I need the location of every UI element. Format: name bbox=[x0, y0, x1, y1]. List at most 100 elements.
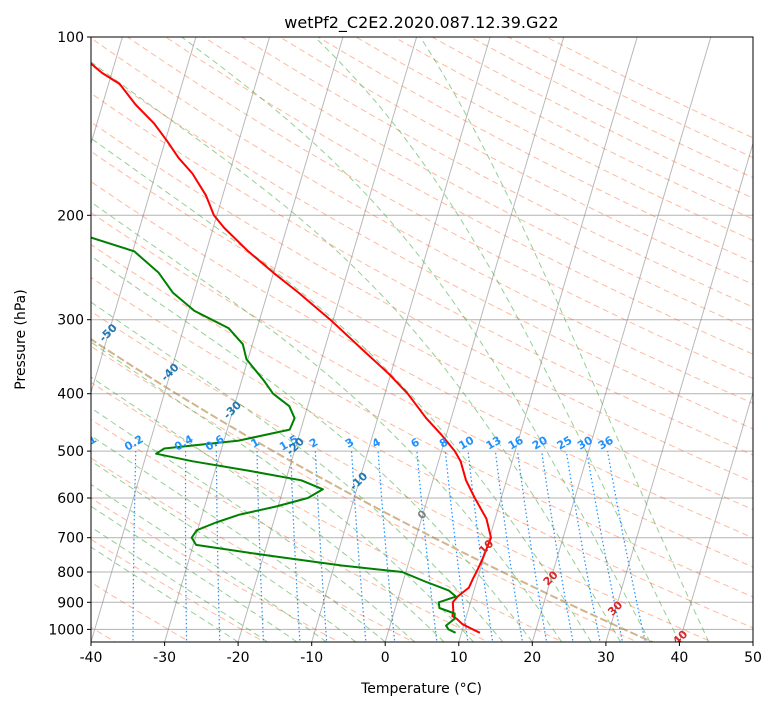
x-tick-label: -10 bbox=[300, 650, 323, 666]
dry-adiabat bbox=[91, 581, 191, 642]
mixing-ratio-label: 16 bbox=[506, 433, 526, 452]
isotherm-line bbox=[384, 37, 565, 642]
mixing-ratio-label: 0.2 bbox=[122, 433, 145, 454]
moist-adiabat bbox=[91, 546, 239, 642]
x-tick-label: 50 bbox=[744, 650, 762, 666]
dry-adiabat bbox=[469, 37, 753, 179]
moist-adiabat bbox=[181, 37, 651, 642]
x-axis: -40 -30 -20 -10 0 10 20 30 40 50 bbox=[80, 642, 762, 666]
isotherm-line bbox=[91, 37, 270, 642]
y-tick-label: 500 bbox=[57, 444, 84, 460]
isotherm-line bbox=[237, 37, 418, 642]
x-tick-label: -30 bbox=[153, 650, 176, 666]
trace-layer bbox=[91, 62, 492, 634]
isotherm-line bbox=[752, 640, 753, 642]
mixing-ratio-label: 4 bbox=[370, 435, 383, 450]
x-tick-label: 0 bbox=[381, 650, 390, 666]
mixing-ratio-line bbox=[256, 451, 265, 642]
mixing-ratio-line bbox=[184, 451, 188, 642]
dry-adiabat bbox=[91, 212, 753, 568]
mixing-ratio-line bbox=[516, 451, 548, 642]
plot-frame bbox=[90, 36, 754, 643]
x-tick-label: -40 bbox=[80, 650, 103, 666]
dry-adiabat bbox=[546, 37, 753, 139]
mixing-ratio-label: 6 bbox=[409, 435, 422, 450]
isotherm-line bbox=[311, 37, 491, 642]
isotherm-line bbox=[678, 390, 753, 642]
mixing-ratio-line bbox=[586, 451, 624, 642]
isotherm-label: -50 bbox=[97, 321, 120, 344]
dry-adiabat bbox=[91, 121, 753, 483]
x-tick-label: -20 bbox=[227, 650, 250, 666]
isotherm-label: 0 bbox=[415, 507, 430, 522]
mixing-ratio-line bbox=[444, 451, 469, 642]
y-tick-label: 700 bbox=[57, 531, 84, 547]
y-tick-label: 100 bbox=[57, 30, 84, 46]
isotherm-line bbox=[531, 37, 712, 642]
mixing-ratio-label: 36 bbox=[596, 433, 616, 452]
dry-adiabat bbox=[203, 37, 753, 331]
mixing-ratio-label: 20 bbox=[530, 433, 550, 452]
grid bbox=[91, 36, 753, 630]
moist-adiabat bbox=[419, 37, 710, 642]
dry-adiabat bbox=[91, 276, 753, 629]
dry-adiabat bbox=[127, 37, 753, 380]
dry-adiabat bbox=[355, 37, 753, 241]
x-tick-label: 10 bbox=[450, 650, 468, 666]
dry-adiabat bbox=[241, 37, 753, 308]
isotherm-label: 20 bbox=[541, 568, 561, 588]
isotherm-line bbox=[91, 37, 123, 146]
isotherm-label: 30 bbox=[605, 598, 625, 618]
mixing-ratio-line bbox=[83, 451, 89, 644]
dry-adiabat bbox=[91, 64, 753, 430]
moist-adiabat bbox=[91, 505, 298, 642]
isotherm-label: 10 bbox=[476, 537, 496, 557]
mixing-ratio-label: 25 bbox=[555, 434, 575, 453]
x-axis-label: Temperature (°C) bbox=[360, 681, 482, 697]
mixing-ratio-line bbox=[132, 451, 137, 642]
y-tick-label: 1000 bbox=[48, 622, 84, 638]
dewpoint-profile bbox=[91, 236, 457, 634]
isotherm-line bbox=[91, 37, 197, 395]
mixing-ratio-label: 2 bbox=[307, 436, 320, 451]
dry-adiabat bbox=[317, 37, 753, 263]
dry-adiabat bbox=[507, 37, 753, 159]
dry-adiabat bbox=[91, 497, 340, 642]
mixing-ratio-label: 0.6 bbox=[203, 432, 227, 453]
y-tick-label: 300 bbox=[57, 313, 84, 329]
dry-adiabat bbox=[91, 457, 415, 642]
mixing-ratio-line bbox=[377, 451, 396, 642]
isotherm-line bbox=[605, 141, 753, 642]
moist-adiabat bbox=[91, 255, 533, 642]
mixing-ratio-line bbox=[494, 451, 524, 642]
y-axis-label: Pressure (hPa) bbox=[13, 289, 29, 389]
dry-adiabat bbox=[91, 92, 753, 456]
mixing-ratio-line bbox=[541, 451, 574, 642]
y-tick-label: 900 bbox=[57, 595, 84, 611]
temperature-profile bbox=[91, 62, 492, 634]
dry-adiabat bbox=[91, 150, 753, 511]
isotherm-label: -40 bbox=[158, 360, 181, 383]
mixing-ratio-label: 0.1 bbox=[75, 433, 98, 454]
moist-adiabat bbox=[91, 460, 357, 642]
y-tick-label: 400 bbox=[57, 387, 84, 403]
x-tick-label: 20 bbox=[523, 650, 541, 666]
moist-adiabat bbox=[91, 301, 504, 642]
dry-adiabat bbox=[91, 538, 266, 642]
line-labels: 0.10.20.40.611.52346810131620253036-100-… bbox=[35, 280, 690, 642]
chart-title: wetPf2_C2E2.2020.087.12.39.G22 bbox=[284, 13, 558, 33]
moist-adiabat bbox=[91, 201, 563, 642]
x-tick-label: 40 bbox=[670, 650, 688, 666]
moist-adiabat bbox=[91, 483, 327, 642]
isotherm-label: -60 bbox=[35, 280, 58, 303]
isotherm-line bbox=[164, 37, 344, 642]
y-tick-label: 200 bbox=[57, 208, 84, 224]
mixing-ratio-line bbox=[215, 451, 221, 642]
isotherm-label: -30 bbox=[221, 398, 244, 421]
dry-adiabat bbox=[91, 181, 753, 539]
x-tick-label: 30 bbox=[597, 650, 615, 666]
y-tick-label: 800 bbox=[57, 565, 84, 581]
y-axis: 100 200 300 400 500 600 700 800 900 1000 bbox=[48, 30, 91, 638]
mixing-ratio-line bbox=[606, 450, 646, 642]
